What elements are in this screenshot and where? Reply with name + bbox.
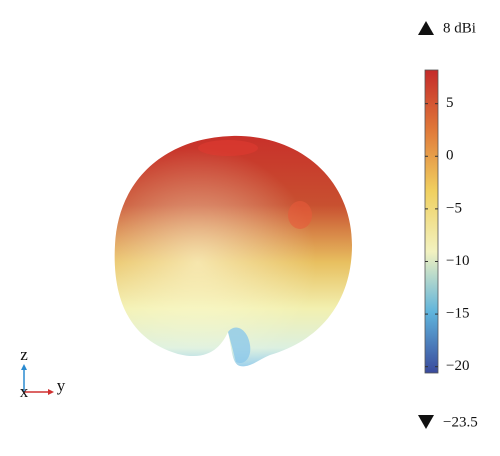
tick-label: −5 <box>446 200 462 216</box>
axis-triad: z x y <box>20 345 66 401</box>
axis-label: z <box>20 345 28 364</box>
pattern-highlight <box>114 135 352 367</box>
min-label: −23.5 <box>443 414 478 430</box>
null-region <box>228 327 251 364</box>
axis-label: x <box>20 382 29 401</box>
tick-label: −15 <box>446 306 469 322</box>
colorbar-fill <box>424 69 439 374</box>
min-marker <box>418 415 434 429</box>
axis-label: y <box>57 376 66 395</box>
z-arrowhead <box>21 364 27 370</box>
tick-label: 0 <box>446 148 454 164</box>
radiation-pattern <box>114 135 352 367</box>
tick-label: 5 <box>446 95 454 111</box>
max-marker <box>418 21 434 35</box>
y-arrowhead <box>48 389 54 395</box>
tick-label: −20 <box>446 358 469 374</box>
colorbar: 5 0 −5 −10 −15 −20 8 dBi −23.5 <box>418 20 478 430</box>
hotspot <box>198 140 258 156</box>
hotspot <box>288 201 312 229</box>
max-label: 8 dBi <box>443 20 476 36</box>
tick-label: −10 <box>446 253 469 269</box>
